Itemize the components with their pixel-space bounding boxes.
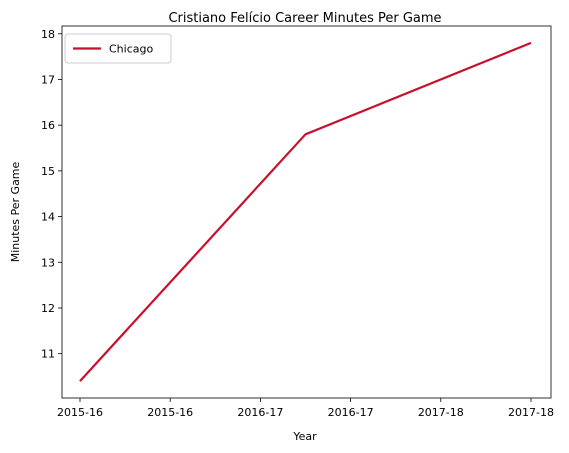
chart-title: Cristiano Felício Career Minutes Per Gam… — [168, 11, 441, 26]
y-tick-label: 18 — [41, 28, 55, 41]
legend-box — [64, 33, 172, 64]
y-tick-label: 12 — [41, 302, 55, 315]
x-axis: 2015-16 2015-16 2016-17 2016-17 2017-18 2017-… — [57, 398, 554, 419]
plot-area — [61, 25, 552, 399]
x-tick-label: 2016-17 — [237, 406, 283, 419]
x-tick-label: 2015-16 — [147, 406, 193, 419]
x-tick-label: 2017-18 — [418, 406, 464, 419]
series-layer — [79, 41, 532, 382]
legend: Chicago — [64, 33, 172, 64]
y-tick-label: 15 — [41, 165, 55, 178]
y-tick-label: 13 — [41, 256, 55, 269]
x-tick-label: 2016-17 — [328, 406, 374, 419]
y-axis: 11 12 13 14 15 16 17 18 — [41, 28, 62, 361]
legend-label-chicago: Chicago — [109, 43, 153, 56]
y-tick-label: 14 — [41, 211, 55, 224]
y-tick-label: 16 — [41, 119, 55, 132]
x-axis-label: Year — [292, 430, 317, 443]
y-tick-label: 17 — [41, 73, 55, 86]
series-line-chicago — [79, 41, 532, 382]
y-axis-label: Minutes Per Game — [9, 161, 22, 262]
x-tick-label: 2017-18 — [508, 406, 554, 419]
x-tick-label: 2015-16 — [57, 406, 103, 419]
y-tick-label: 11 — [41, 348, 55, 361]
